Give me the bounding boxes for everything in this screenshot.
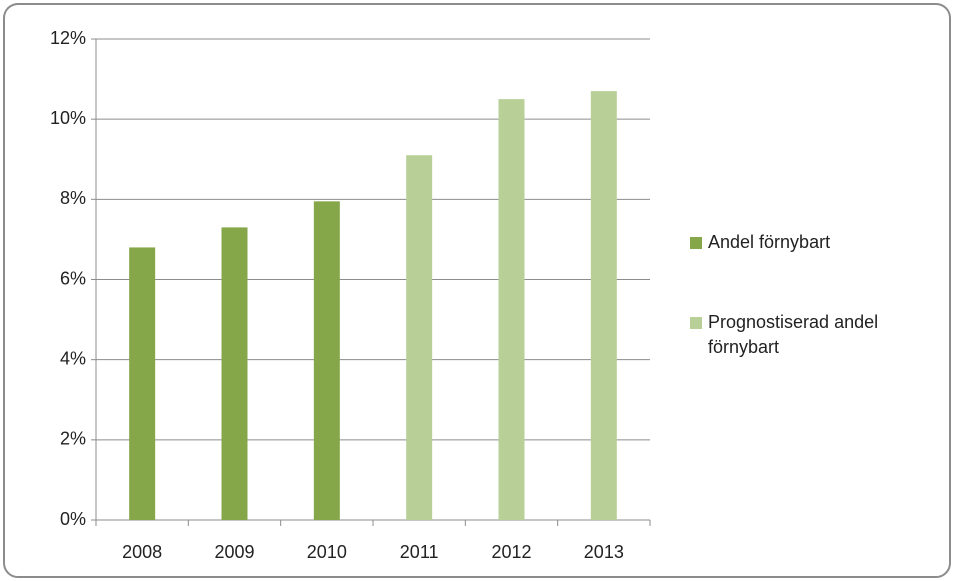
bar	[406, 155, 433, 520]
x-tick-label: 2009	[214, 542, 254, 562]
legend-swatch	[690, 237, 702, 249]
x-tick-label: 2008	[122, 542, 162, 562]
bar	[221, 227, 248, 520]
legend-swatch	[690, 317, 702, 329]
legend-label: Prognostiserad andel förnybart	[708, 312, 879, 357]
x-tick-label: 2013	[584, 542, 624, 562]
bar	[313, 201, 340, 520]
legend-label: Andel förnybart	[708, 232, 831, 252]
y-tick-label: 6%	[60, 268, 86, 288]
bar	[498, 99, 525, 520]
y-tick-label: 0%	[60, 509, 86, 529]
bar	[590, 91, 617, 520]
bar	[129, 247, 156, 520]
legend-item: Andel förnybart	[690, 230, 950, 255]
x-tick-label: 2012	[491, 542, 531, 562]
x-tick-label: 2010	[307, 542, 347, 562]
y-tick-label: 4%	[60, 348, 86, 368]
y-tick-label: 8%	[60, 188, 86, 208]
y-tick-label: 12%	[50, 28, 86, 48]
y-tick-label: 2%	[60, 429, 86, 449]
y-tick-label: 10%	[50, 108, 86, 128]
legend-item: Prognostiserad andel förnybart	[690, 310, 950, 360]
x-tick-label: 2011	[400, 542, 439, 562]
